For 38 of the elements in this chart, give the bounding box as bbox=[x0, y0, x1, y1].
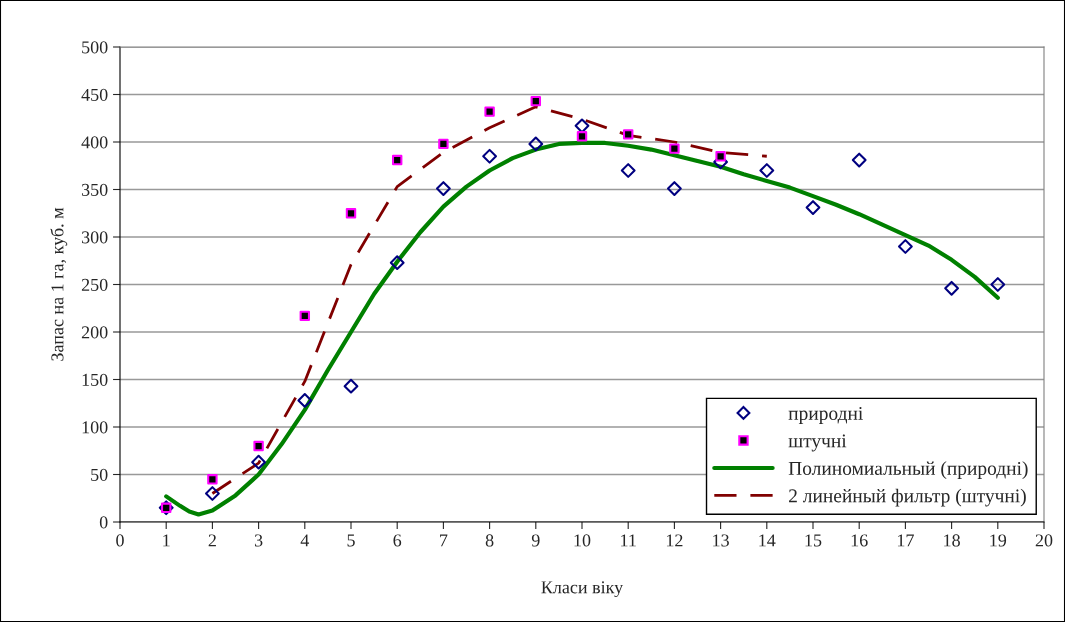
y-tick-label: 350 bbox=[81, 183, 108, 196]
legend-label: природні bbox=[788, 406, 863, 424]
x-tick-label: 4 bbox=[300, 534, 310, 547]
x-tick-label: 16 bbox=[851, 534, 868, 547]
y-axis-title: Запас на 1 га, куб. м bbox=[50, 207, 68, 361]
x-tick-label: 7 bbox=[440, 534, 448, 547]
x-tick-label: 18 bbox=[944, 534, 960, 547]
y-tick-label: 250 bbox=[81, 278, 108, 291]
x-tick-label: 10 bbox=[574, 534, 591, 547]
x-tick-label: 11 bbox=[621, 534, 636, 547]
y-tick-label: 500 bbox=[82, 41, 108, 54]
legend-label: Полиномиальный (природні) bbox=[788, 461, 1028, 479]
legend-label: штучні bbox=[788, 434, 847, 452]
x-tick-label: 14 bbox=[759, 534, 776, 547]
y-tick-label: 450 bbox=[81, 88, 108, 101]
y-tick-label: 300 bbox=[81, 231, 108, 244]
x-tick-label: 8 bbox=[485, 534, 494, 547]
x-tick-label: 15 bbox=[805, 534, 822, 547]
x-tick-label: 19 bbox=[990, 534, 1007, 547]
x-tick-label: 3 bbox=[254, 534, 263, 547]
x-tick-label: 6 bbox=[393, 534, 402, 547]
x-tick-label: 2 bbox=[208, 534, 216, 547]
x-tick-label: 13 bbox=[713, 534, 729, 547]
x-axis-title: Класи віку bbox=[541, 581, 624, 598]
y-tick-label: 0 bbox=[99, 516, 108, 529]
y-tick-label: 150 bbox=[82, 373, 108, 386]
y-tick-label: 200 bbox=[81, 326, 108, 339]
x-tick-label: 5 bbox=[347, 534, 355, 547]
y-tick-label: 50 bbox=[91, 468, 108, 481]
x-tick-label: 9 bbox=[531, 534, 540, 547]
x-tick-label: 20 bbox=[1035, 534, 1053, 547]
x-tick-label: 0 bbox=[116, 534, 124, 547]
y-tick-label: 400 bbox=[81, 136, 108, 149]
x-tick-label: 17 bbox=[897, 534, 914, 547]
x-tick-label: 1 bbox=[163, 534, 170, 547]
legend-label: 2 линейный фильтр (штучні) bbox=[789, 488, 1026, 507]
x-tick-label: 12 bbox=[666, 534, 683, 547]
y-tick-label: 100 bbox=[82, 421, 108, 434]
